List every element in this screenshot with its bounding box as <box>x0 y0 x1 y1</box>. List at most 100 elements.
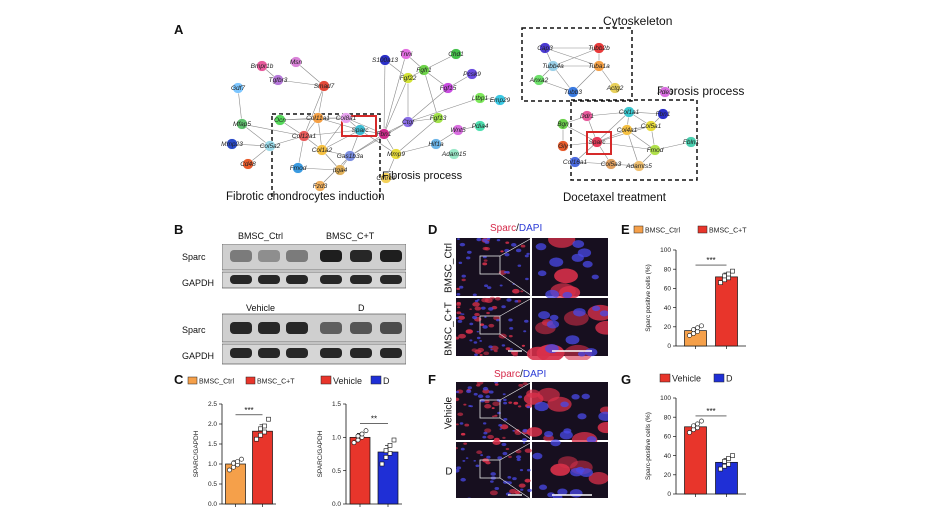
blot-band <box>380 322 402 334</box>
left-net-node-label: Tgfbr3 <box>269 77 288 84</box>
blot-band <box>258 250 280 262</box>
left-net-edge <box>303 85 325 137</box>
data-point <box>691 327 696 333</box>
left-net-node-mmp9: Mmp9 <box>387 148 405 160</box>
right-net-node-label: Cap3 <box>537 45 553 52</box>
left-net-edge <box>303 129 361 137</box>
data-point <box>231 460 236 466</box>
left-net-node-label: S100a13 <box>372 57 398 64</box>
data-point <box>695 421 700 427</box>
left-net-node-chd1: Chd1 <box>448 48 464 60</box>
right-net-edge <box>538 79 574 93</box>
left-net-edge <box>395 117 439 155</box>
left-net-edge <box>423 69 439 119</box>
data-point <box>262 429 267 435</box>
right-net-node-col16a1: Col16a1 <box>563 156 587 168</box>
left-net-node-label: Hif1a <box>428 141 444 148</box>
right-net-node-tubb4a: Tubb4a <box>542 60 564 72</box>
right-net-node-adamts5: Adamts5 <box>625 160 652 172</box>
right-net-edge <box>626 129 640 167</box>
right-net-edge <box>654 141 692 151</box>
left-net-node-label: Col8a1 <box>336 115 357 122</box>
y-axis-label: Sparc-positive cells (%) <box>645 412 652 480</box>
data-point <box>383 455 389 460</box>
panel-a-label: A <box>174 22 184 37</box>
left-net-edge <box>359 129 397 155</box>
data-point <box>718 466 723 472</box>
row-label-vehicle: Vehicle <box>443 396 455 430</box>
y-tick-label: 60 <box>664 434 672 441</box>
left-net-node-label: Fzd3 <box>313 183 328 190</box>
sparc-stain-label-f: Sparc <box>494 369 521 380</box>
right-net-node-fbln1: Fbln1 <box>683 136 700 148</box>
blot-row-sparc-2: Sparc <box>182 325 206 335</box>
left-net-node-pcsk9: Pcsk9 <box>463 68 481 80</box>
data-point <box>687 430 692 435</box>
panel-e-label: E <box>621 222 630 237</box>
left-net-node-fmod: Fmod <box>290 162 307 174</box>
right-net-edge <box>552 47 600 67</box>
left-net-node-s100a13: S100a13 <box>372 54 398 66</box>
left-net-node-label: Fmod <box>290 165 307 172</box>
left-net-node-hif1a: Hif1a <box>428 138 444 150</box>
right-network-caption: Docetaxel treatment <box>563 192 666 204</box>
micro-f-tile <box>532 439 608 498</box>
right-net-node-ddr1: Ddr1 <box>580 110 594 122</box>
y-tick-label: 2.5 <box>208 401 217 408</box>
legend-c-right: Vehicle D <box>320 375 390 386</box>
bar-vehicle <box>684 426 707 495</box>
fibrosis-process-label-left: Fibrosis process <box>382 170 463 182</box>
legend-c-bmsc-ctrl: BMSC_Ctrl <box>199 379 234 386</box>
blot-band <box>230 275 252 284</box>
micrograph-d <box>456 238 608 360</box>
right-net-node-bgn: Bgn <box>557 118 569 130</box>
left-net-node-smad7: Smad7 <box>314 80 335 92</box>
right-net-node-label: Pde3 <box>657 89 673 96</box>
y-tick-label: 40 <box>664 453 672 460</box>
right-net-node-tuba1a: Tuba1a <box>588 60 610 72</box>
left-net-node-label: Pdia4 <box>472 123 489 130</box>
micro-d-tile <box>532 238 608 300</box>
blot-row-gapdh-1: GAPDH <box>182 278 215 288</box>
right-net-node-actg2: Actg2 <box>606 82 624 94</box>
row-label-d: D <box>445 466 453 478</box>
left-net-edge <box>383 53 407 135</box>
zoom-line <box>499 238 533 257</box>
blot-row-sparc-1: Sparc <box>182 252 206 262</box>
western-blot <box>222 244 406 365</box>
left-net-edge <box>349 133 385 157</box>
right-net-edge <box>562 123 598 143</box>
sparc-stain-label: Sparc <box>490 223 517 234</box>
left-net-node-mfap5: Mfap5 <box>233 118 251 130</box>
left-net-node-col12a1: Col12a1 <box>292 130 316 142</box>
data-point <box>691 423 696 429</box>
left-net-node-wnt5: Wnt5 <box>450 124 466 136</box>
y-tick-label: 100 <box>660 247 671 254</box>
blot-band <box>380 348 402 358</box>
left-net-node-label: Itga4 <box>333 167 348 174</box>
right-net-node-label: Fbn1 <box>656 111 671 118</box>
left-net-node-sparc: Sparc <box>352 124 369 136</box>
bar-bmsc-c-t <box>252 430 273 505</box>
left-net-node-mmp23: Mmp23 <box>221 138 243 150</box>
zoom-region-box <box>479 315 501 335</box>
data-point <box>359 431 365 437</box>
right-net-node-tubb3: Tubb3 <box>564 86 582 98</box>
right-net-node-label: Fmod <box>647 147 664 154</box>
left-net-node-label: Gas1b3a <box>337 153 364 160</box>
dapi-stain-label: DAPI <box>518 223 543 234</box>
panel-e-chart: BMSC_Ctrl BMSC_C+T 0 20 40 60 80 100 Sparc pos… <box>633 225 747 350</box>
sparc-highlight-box <box>341 115 377 137</box>
right-net-edge <box>596 141 656 151</box>
stain-separator: / <box>516 223 519 234</box>
data-point <box>726 461 731 467</box>
data-point <box>266 416 271 422</box>
data-point <box>699 418 704 424</box>
panel-c-charts: BMSC_Ctrl BMSC_C+T Vehicle D 0.0 0.5 1.0 1.… <box>187 375 402 508</box>
right-net-node-sparc: Sparc <box>589 136 606 148</box>
right-net-node-fmod: Fmod <box>647 144 664 156</box>
right-net-node-col1a1: Col1a1 <box>619 106 640 118</box>
y-tick-label: 1.0 <box>208 461 217 468</box>
right-net-edge <box>574 161 612 165</box>
left-net-node-gdf7: Gdf7 <box>231 82 245 94</box>
